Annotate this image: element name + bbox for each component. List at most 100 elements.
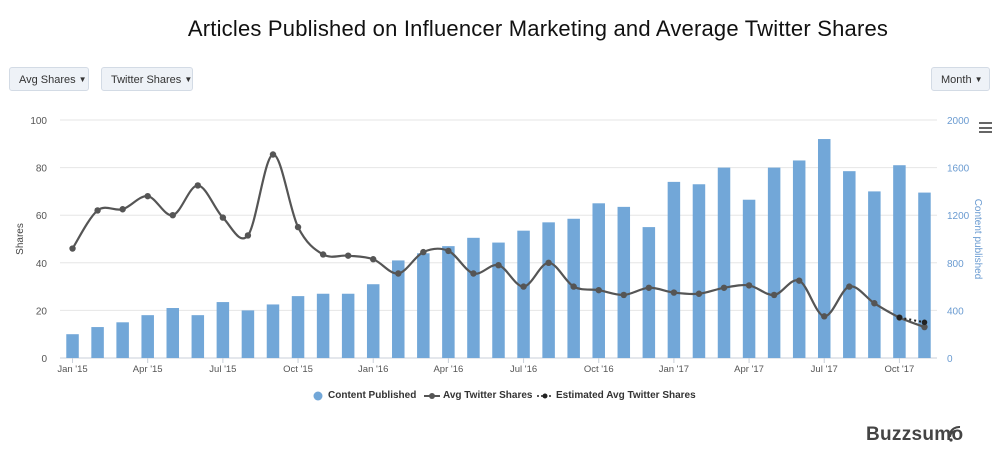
y-right-tick-label: 1600 [947,164,970,175]
month-dropdown[interactable]: Month ▼ [931,67,990,91]
legend-swatch-estimated-avg-twitter-shares [537,393,553,399]
bar-content-published [893,165,906,358]
bar-content-published [642,227,656,358]
brand-logo: Buzzsumo [866,424,964,445]
legend-avg-twitter-shares[interactable]: Avg Twitter Shares [443,390,533,401]
bar-content-published [266,304,280,358]
bar-content-published [742,199,756,358]
y-right-tick-label: 2000 [947,116,970,127]
point-avg-twitter-shares [745,282,753,289]
x-tick-label: Apr '17 [734,364,764,375]
y-right-tick-label: 1200 [947,211,970,222]
point-avg-twitter-shares [871,300,878,307]
x-tick-label: Jul '16 [510,364,537,375]
chart-legend: Content Published Avg Twitter Shares Est… [0,390,1000,404]
bar-content-published [91,327,104,358]
point-avg-twitter-shares [846,283,853,290]
point-avg-twitter-shares [445,247,452,255]
point-avg-twitter-shares [69,245,76,252]
bar-content-published [717,167,731,358]
point-avg-twitter-shares [570,283,577,290]
x-tick-label: Oct '16 [584,364,614,375]
point-avg-twitter-shares [370,256,377,263]
point-estimated-avg-twitter-shares [896,314,903,321]
bar-content-published [291,296,305,358]
bar-content-published [341,293,355,358]
legend-swatch-content-published [313,391,323,401]
caret-down-icon: ▼ [78,75,87,84]
bar-content-published [592,203,605,358]
signal-waves-icon [949,425,961,442]
y-left-tick-label: 40 [36,259,48,270]
point-avg-twitter-shares [269,151,277,158]
bar-content-published [843,171,856,358]
chart-title: Articles Published on Influencer Marketi… [187,16,889,41]
point-estimated-avg-twitter-shares [921,319,928,326]
legend-swatch-avg-twitter-shares [424,393,440,399]
bar-content-published [667,181,681,358]
point-avg-twitter-shares [921,323,928,331]
bar-content-published [792,160,806,358]
month-dropdown-label: Month [941,74,972,86]
y-left-tick-label: 80 [36,164,48,175]
bar-content-published [241,310,255,358]
legend-content-published[interactable]: Content Published [328,390,417,401]
point-avg-twitter-shares [319,251,327,258]
bar-content-published [366,284,380,358]
x-tick-label: Apr '16 [433,364,463,375]
point-avg-twitter-shares [94,207,101,214]
twitter-shares-dropdown[interactable]: Twitter Shares ▼ [101,67,193,91]
bar-content-published [868,191,881,358]
legend-estimated-avg-twitter-shares[interactable]: Estimated Avg Twitter Shares [556,390,696,401]
y-left-tick-label: 60 [36,211,48,222]
x-tick-label: Oct '17 [885,364,915,375]
x-tick-label: Jan '15 [57,364,87,375]
point-avg-twitter-shares [670,289,678,296]
bar-content-published [542,222,555,358]
y-right-axis-title: Content published [972,199,983,280]
y-left-axis-title: Shares [15,223,26,255]
bar-content-published [467,237,480,358]
bar-content-published [692,184,706,358]
bar-content-published [442,246,455,358]
line-estimated-avg-twitter-shares [899,316,925,324]
bar-content-published [492,242,505,358]
caret-down-icon: ▼ [974,75,983,84]
point-avg-twitter-shares [119,206,126,213]
point-avg-twitter-shares [695,290,703,297]
chart-menu-icon[interactable] [979,122,992,133]
point-avg-twitter-shares [595,286,602,294]
point-avg-twitter-shares [344,252,352,259]
x-tick-label: Oct '15 [283,364,313,375]
bar-content-published [116,322,129,358]
point-avg-twitter-shares [795,277,803,284]
y-left-tick-label: 20 [36,306,48,317]
bar-content-published [517,230,530,358]
x-tick-label: Jan '16 [358,364,388,375]
point-avg-twitter-shares [770,291,778,299]
caret-down-icon: ▼ [184,75,193,84]
bar-content-published [918,192,931,358]
bar-content-published [316,293,330,358]
point-avg-twitter-shares [821,313,828,320]
point-avg-twitter-shares [294,223,302,231]
point-avg-twitter-shares [645,284,653,291]
bar-content-published [817,139,831,358]
x-tick-label: Apr '15 [133,364,163,375]
bar-content-published [392,260,405,358]
point-avg-twitter-shares [495,261,502,269]
point-avg-twitter-shares [620,291,627,299]
bar-content-published [767,167,781,358]
bar-content-published [66,334,79,358]
x-tick-label: Jul '15 [209,364,236,375]
twitter-shares-dropdown-label: Twitter Shares [111,74,182,86]
point-avg-twitter-shares [169,212,176,219]
y-right-tick-label: 0 [947,354,953,365]
point-avg-twitter-shares [144,192,151,200]
bar-content-published [417,253,430,358]
x-tick-label: Jul '17 [811,364,838,375]
bar-content-published [191,315,205,358]
point-avg-twitter-shares [470,270,477,277]
avg-shares-dropdown[interactable]: Avg Shares ▼ [9,67,89,91]
